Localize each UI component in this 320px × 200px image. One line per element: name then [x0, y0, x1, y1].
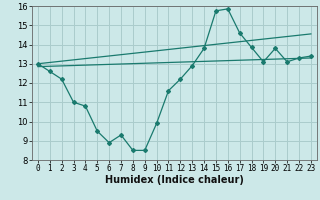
X-axis label: Humidex (Indice chaleur): Humidex (Indice chaleur): [105, 175, 244, 185]
